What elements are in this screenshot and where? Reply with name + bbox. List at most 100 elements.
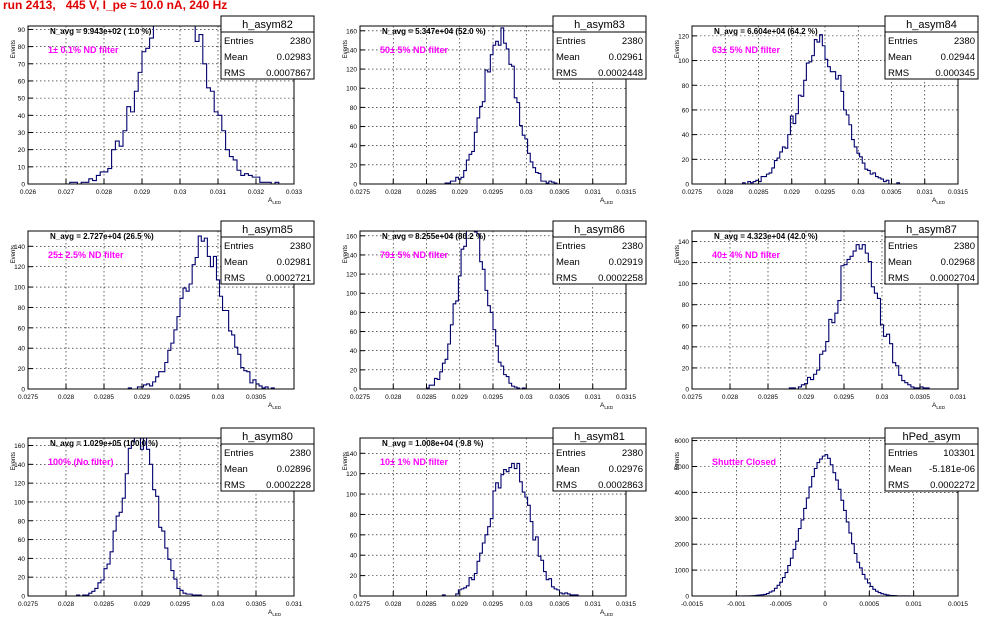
filter-annotation: 63± 5% ND filter bbox=[712, 45, 780, 55]
x-tick-label: 0.0295 bbox=[483, 394, 503, 401]
histogram-panel-h_asym80: 0.0275 0.028 0.0285 0.029 0.0295 0.03 0.0305 0.… bbox=[11, 427, 315, 617]
y-tick-label: 100 bbox=[346, 86, 357, 93]
x-tick-label: 0.031 bbox=[585, 601, 602, 608]
x-tick-label: 0.029 bbox=[784, 189, 801, 196]
y-tick-label: 70 bbox=[18, 61, 26, 68]
stats-key: Mean bbox=[224, 257, 248, 268]
stats-value: 2380 bbox=[622, 36, 643, 47]
y-tick-label: 20 bbox=[350, 367, 358, 374]
x-tick-label: 0.0315 bbox=[616, 189, 636, 196]
x-tick-label: 0.001 bbox=[906, 601, 923, 608]
x-tick-label: 0.0305 bbox=[246, 601, 266, 608]
x-tick-label: 0.03 bbox=[520, 601, 533, 608]
y-tick-label: 60 bbox=[350, 124, 358, 131]
y-tick-label: 140 bbox=[678, 239, 689, 246]
y-tick-label: 100 bbox=[346, 291, 357, 298]
x-axis-title: ALED bbox=[600, 402, 614, 410]
y-tick-label: 40 bbox=[350, 553, 358, 560]
x-tick-label: 0.03 bbox=[876, 394, 889, 401]
x-tick-label: 0.0295 bbox=[483, 601, 503, 608]
stats-key: Entries bbox=[888, 36, 918, 47]
stats-key: Entries bbox=[888, 241, 918, 252]
stats-value: 0.000345 bbox=[935, 68, 975, 79]
x-tick-label: 0.029 bbox=[452, 189, 469, 196]
y-tick-label: 100 bbox=[346, 492, 357, 499]
y-axis-title: Events bbox=[675, 452, 681, 470]
x-tick-label: 0.0295 bbox=[483, 189, 503, 196]
y-tick-label: 0 bbox=[21, 182, 25, 189]
stats-value: 0.0002448 bbox=[598, 68, 643, 79]
stats-value: 0.02976 bbox=[609, 464, 643, 475]
x-tick-label: 0.028 bbox=[722, 394, 739, 401]
y-tick-label: 20 bbox=[18, 575, 26, 582]
navg-label: N_avg = 4.323e+04 (42.0 %) bbox=[714, 232, 818, 241]
y-tick-label: 40 bbox=[18, 113, 26, 120]
navg-label: N_avg = 6.604e+04 (64.2 %) bbox=[714, 27, 818, 36]
x-axis-title: ALED bbox=[932, 402, 946, 410]
x-tick-label: 0.031 bbox=[917, 189, 934, 196]
stats-key: RMS bbox=[556, 273, 577, 284]
stats-key: RMS bbox=[224, 68, 245, 79]
x-tick-label: 0.032 bbox=[248, 189, 265, 196]
histogram-panel-h_asym82: 0.026 0.027 0.028 0.029 0.03 0.031 0.032 0.033 0… bbox=[11, 15, 315, 205]
navg-label: N_avg = 8.255e+04 (80.2 %) bbox=[382, 232, 486, 241]
histogram-name: h_asym87 bbox=[906, 224, 957, 236]
stats-value: 0.0002704 bbox=[930, 273, 975, 284]
y-tick-label: 60 bbox=[682, 107, 690, 114]
x-tick-label: 0.0285 bbox=[94, 601, 114, 608]
plot-frame bbox=[27, 437, 295, 597]
histogram-panel-h_asym81: 0.0275 0.028 0.0285 0.029 0.0295 0.03 0.0305 0.… bbox=[343, 427, 647, 617]
y-tick-label: 80 bbox=[350, 105, 358, 112]
histogram-panel-h_asym86: 0.0275 0.028 0.0285 0.029 0.0295 0.03 0.0305 0.… bbox=[343, 220, 647, 410]
y-axis-title: Events bbox=[343, 40, 349, 58]
x-axis-title: ALED bbox=[932, 197, 946, 205]
y-tick-label: 80 bbox=[350, 512, 358, 519]
x-tick-label: 0.029 bbox=[134, 394, 151, 401]
y-tick-label: 3000 bbox=[675, 516, 690, 523]
x-tick-label: 0.0275 bbox=[350, 189, 370, 196]
x-tick-label: 0.0295 bbox=[834, 394, 854, 401]
x-tick-label: 0.0305 bbox=[550, 189, 570, 196]
x-axis-title: ALED bbox=[268, 609, 282, 617]
stats-value: 0.0002863 bbox=[598, 480, 643, 491]
histogram-name: h_asym82 bbox=[242, 19, 293, 31]
stats-value: 2380 bbox=[622, 448, 643, 459]
y-tick-label: 20 bbox=[18, 366, 26, 373]
stats-value: 0.02896 bbox=[277, 464, 311, 475]
y-tick-label: 20 bbox=[18, 147, 26, 154]
y-tick-label: 4000 bbox=[675, 490, 690, 497]
x-axis-title: ALED bbox=[268, 197, 282, 205]
stats-box bbox=[884, 15, 979, 80]
y-tick-label: 60 bbox=[18, 325, 26, 332]
x-tick-label: 0.0295 bbox=[170, 601, 190, 608]
y-axis-title: Events bbox=[675, 245, 681, 263]
histogram-panel-h_asym84: 0.0275 0.028 0.0285 0.029 0.0295 0.03 0.0305 0.… bbox=[675, 15, 979, 205]
y-tick-label: 0 bbox=[353, 387, 357, 394]
histogram-panel-h_asym85: 0.0275 0.028 0.0285 0.029 0.0295 0.03 0.0305 0 2… bbox=[11, 220, 315, 410]
x-tick-label: 0.028 bbox=[385, 394, 402, 401]
y-tick-label: 0 bbox=[685, 594, 689, 601]
y-tick-label: 160 bbox=[346, 233, 357, 240]
y-tick-label: 50 bbox=[18, 96, 26, 103]
y-tick-label: 120 bbox=[346, 272, 357, 279]
stats-key: RMS bbox=[888, 68, 909, 79]
filter-annotation: 50± 5% ND filter bbox=[380, 45, 448, 55]
x-tick-label: 0.0015 bbox=[948, 601, 968, 608]
stats-box bbox=[884, 220, 979, 285]
y-tick-label: 120 bbox=[346, 471, 357, 478]
stats-box bbox=[552, 427, 647, 492]
y-tick-label: 40 bbox=[682, 132, 690, 139]
x-tick-label: 0.031 bbox=[286, 601, 303, 608]
x-tick-label: 0.03 bbox=[212, 601, 225, 608]
y-tick-label: 120 bbox=[346, 67, 357, 74]
stats-value: -5.181e-06 bbox=[929, 464, 975, 475]
y-tick-label: 20 bbox=[682, 157, 690, 164]
y-tick-label: 30 bbox=[18, 130, 26, 137]
y-tick-label: 90 bbox=[18, 27, 26, 34]
y-tick-label: 80 bbox=[18, 305, 26, 312]
x-tick-label: 0.0275 bbox=[18, 394, 38, 401]
stats-key: Mean bbox=[556, 464, 580, 475]
x-tick-label: 0.0315 bbox=[616, 601, 636, 608]
y-tick-label: 0 bbox=[685, 387, 689, 394]
y-tick-label: 100 bbox=[14, 285, 25, 292]
